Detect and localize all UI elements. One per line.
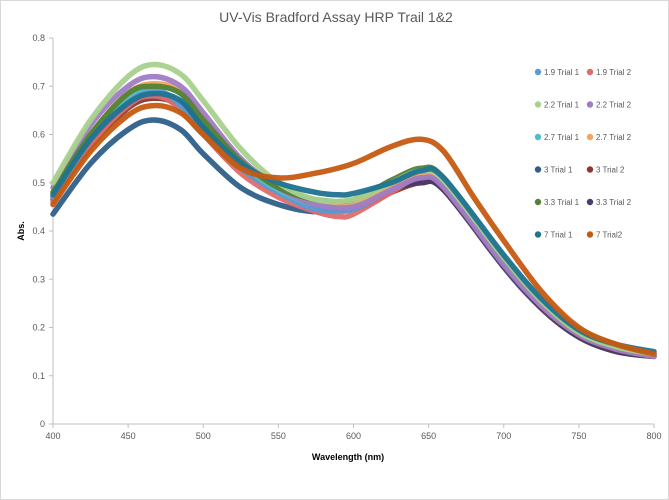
- legend-marker-1-9-trial-2: [586, 68, 594, 76]
- legend-marker-2-7-trial-1: [534, 133, 542, 141]
- legend-label-2-7-trial-1: 2.7 Trial 1: [544, 133, 580, 142]
- legend-marker-2-2-trial-1: [534, 101, 542, 108]
- y-tick-label: 0.6: [32, 130, 45, 140]
- legend-label-2-7-trial-2: 2.7 Trial 2: [596, 133, 632, 142]
- legend-marker-3-3-trial-1: [534, 198, 542, 206]
- legend-label-7-trial2: 7 Trial2: [596, 231, 623, 240]
- series-line-2-2-trial-2: [50, 73, 657, 360]
- legend-marker-7-trial2: [586, 231, 594, 238]
- series-line-7-trial-1: [50, 90, 657, 355]
- y-tick-label: 0.1: [32, 371, 45, 381]
- legend-label-2-2-trial-1: 2.2 Trial 1: [544, 101, 580, 110]
- legend: 1.9 Trial 1 1.9 Trial 2 2.2 Trial 1 2.2 Tri…: [534, 68, 632, 240]
- legend-marker-1-9-trial-1: [534, 68, 542, 76]
- legend-label-1-9-trial-1: 1.9 Trial 1: [544, 68, 580, 77]
- x-tick-label: 800: [646, 431, 661, 441]
- legend-marker-3-3-trial-2: [586, 198, 594, 206]
- legend-label-3-trial-1: 3 Trial 1: [544, 166, 573, 175]
- series-line-7-trial2: [50, 102, 657, 357]
- chart-title: UV-Vis Bradford Assay HRP Trail 1&2: [219, 9, 453, 25]
- legend-label-3-3-trial-1: 3.3 Trial 1: [544, 198, 580, 207]
- legend-label-2-2-trial-2: 2.2 Trial 2: [596, 101, 632, 110]
- legend-label-3-3-trial-2: 3.3 Trial 2: [596, 198, 632, 207]
- y-tick-label: 0.2: [32, 323, 45, 333]
- x-axis-title: Wavelength (nm): [312, 452, 384, 462]
- y-axis-title: Abs.: [16, 221, 26, 241]
- y-tick-label: 0.8: [32, 33, 45, 43]
- y-tick-label: 0.4: [32, 226, 45, 236]
- legend-marker-2-7-trial-2: [586, 133, 594, 141]
- legend-label-1-9-trial-2: 1.9 Trial 2: [596, 68, 632, 77]
- x-tick-label: 700: [496, 431, 511, 441]
- x-tick-label: 550: [271, 431, 286, 441]
- x-tick-label: 450: [121, 431, 136, 441]
- x-tick-label: 600: [346, 431, 361, 441]
- plot-area: [50, 61, 657, 360]
- legend-marker-2-2-trial-2: [586, 101, 594, 108]
- y-tick-label: 0: [40, 419, 45, 429]
- y-tick-label: 0.5: [32, 178, 45, 188]
- x-tick-label: 400: [45, 431, 60, 441]
- x-tick-label: 500: [196, 431, 211, 441]
- x-tick-label: 650: [421, 431, 436, 441]
- y-tick-label: 0.3: [32, 274, 45, 284]
- legend-marker-3-trial-2: [586, 166, 594, 173]
- legend-label-7-trial-1: 7 Trial 1: [544, 231, 573, 240]
- x-tick-label: 750: [571, 431, 586, 441]
- y-tick-label: 0.7: [32, 81, 45, 91]
- axes: 400 450 500 550 600 650 700 750 800 0 0.1 0.2 0.3 0.4…: [32, 33, 661, 441]
- legend-marker-7-trial-1: [534, 231, 542, 238]
- legend-label-3-trial-2: 3 Trial 2: [596, 166, 625, 175]
- legend-marker-3-trial-1: [534, 166, 542, 173]
